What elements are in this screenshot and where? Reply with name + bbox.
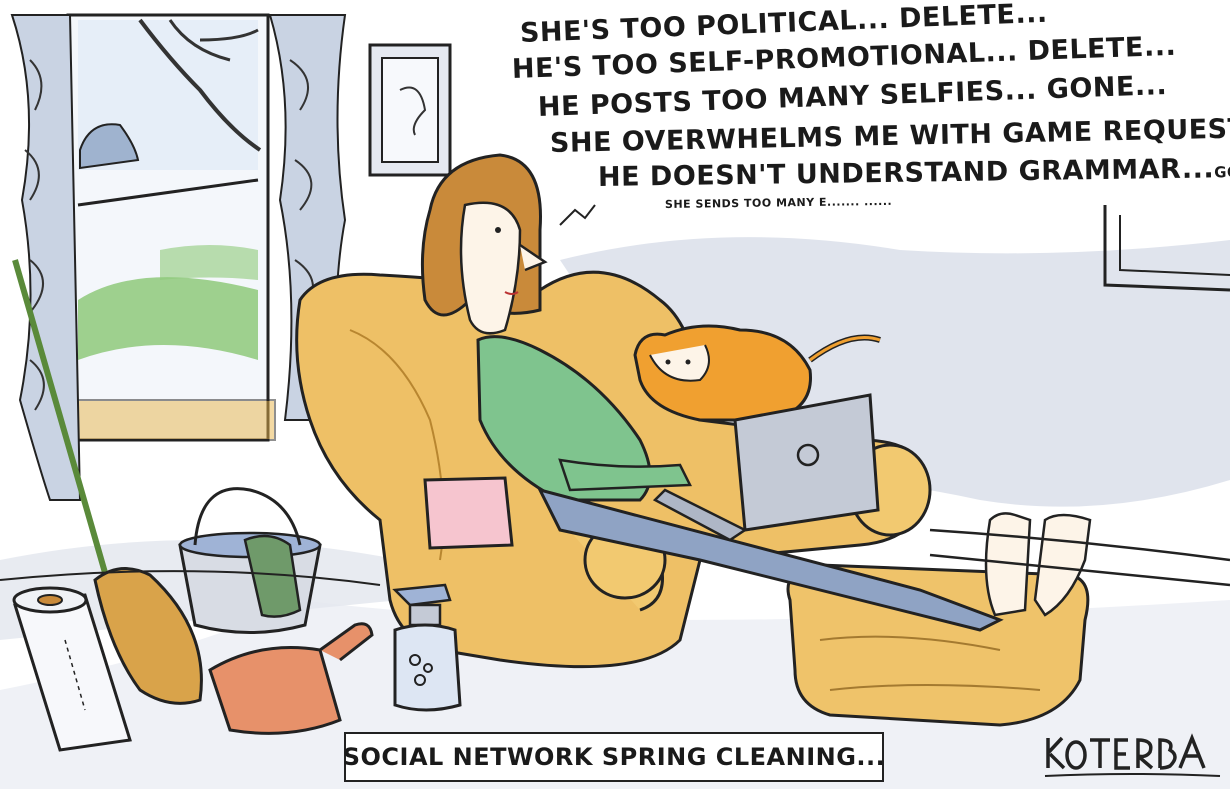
- speech-line-5: HE DOESN'T UNDERSTAND GRAMMAR...GONE...: [598, 152, 1230, 193]
- speech-line-5-tail: GONE...: [1214, 162, 1230, 182]
- window: [59, 13, 276, 442]
- curtain-left: [10, 14, 82, 501]
- caption-text: SOCIAL NETWORK SPRING CLEANING...: [342, 743, 886, 771]
- tablet: [423, 476, 514, 550]
- spray-bottle-icon: [392, 583, 462, 712]
- paper-towel-icon: [12, 586, 132, 752]
- baseboard: [0, 528, 1230, 587]
- speech-line-5-text: HE DOESN'T UNDERSTAND GRAMMAR...: [597, 153, 1215, 193]
- wall-frame-right: [1103, 205, 1230, 292]
- woman: [420, 153, 1092, 632]
- speech-line-6: SHE SENDS TOO MANY E....... ......: [664, 194, 893, 211]
- speech-text: SHE'S TOO POLITICAL... DELETE... HE'S TO…: [490, 0, 1230, 218]
- caption-box: SOCIAL NETWORK SPRING CLEANING...: [342, 732, 886, 782]
- cat-icon: [633, 324, 881, 422]
- wall-picture: [368, 43, 452, 177]
- artist-signature: [1044, 733, 1221, 777]
- dustpan-icon: [208, 622, 374, 735]
- laptop-icon: [652, 393, 880, 542]
- car-icon: [79, 123, 140, 170]
- bucket-icon: [178, 487, 322, 634]
